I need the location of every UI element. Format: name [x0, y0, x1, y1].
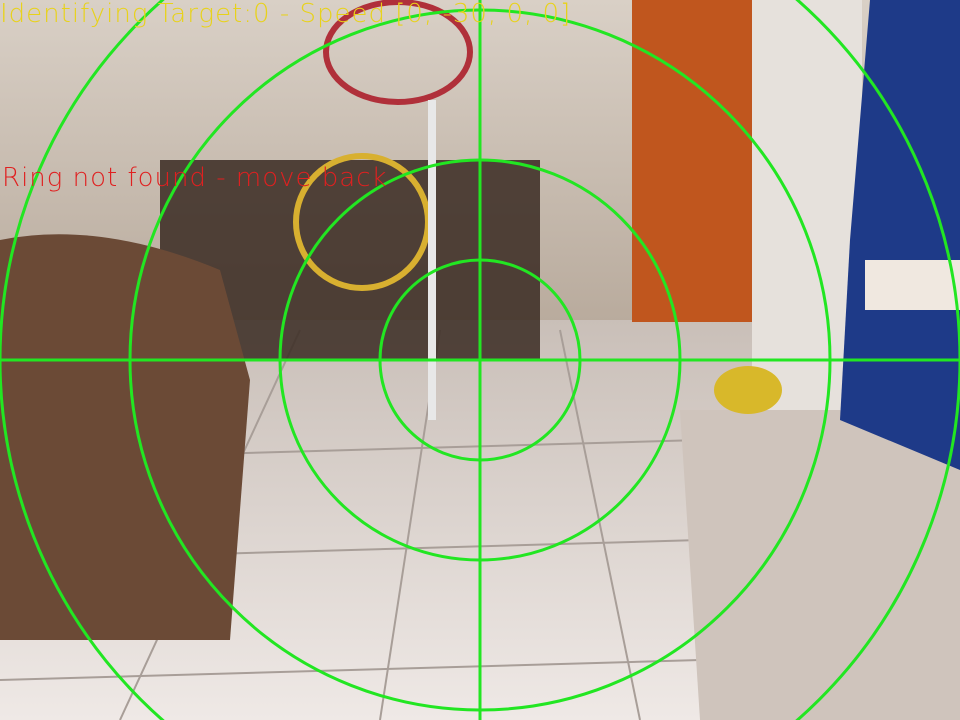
red-ring [323, 0, 473, 105]
pillar [752, 0, 862, 420]
door [632, 0, 752, 322]
ring-stand [428, 100, 436, 420]
sofa [0, 234, 250, 641]
television [840, 0, 960, 470]
tv-banner [865, 260, 960, 310]
message-text: Ring not found - move back [2, 163, 388, 193]
cabinet [680, 410, 960, 720]
status-text: Identifying Target:0 - Speed [0, -30, 0,… [0, 0, 571, 29]
plant-pot [714, 366, 782, 414]
